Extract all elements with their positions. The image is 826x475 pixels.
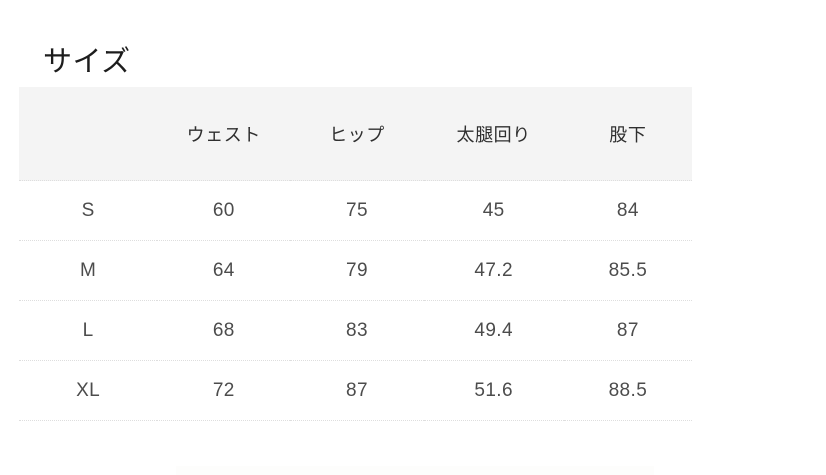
- page-title: サイズ: [43, 46, 131, 79]
- size-table: ウェスト ヒップ 太腿回り 股下 S 60 75 45 84 M 64 79 4…: [19, 87, 692, 421]
- table-row: L 68 83 49.4 87: [19, 300, 692, 361]
- next-section-edge: [176, 466, 654, 475]
- column-header-hip: ヒップ: [329, 124, 385, 145]
- cell-size: M: [19, 240, 158, 301]
- cell-thigh: 49.4: [423, 300, 564, 361]
- table-row: M 64 79 47.2 85.5: [19, 240, 692, 301]
- size-table-header: ウェスト ヒップ 太腿回り 股下: [19, 87, 692, 181]
- table-row: S 60 75 45 84: [19, 180, 692, 241]
- cell-thigh: 47.2: [423, 240, 564, 301]
- cell-inseam: 84: [563, 180, 692, 241]
- cell-size: S: [19, 180, 158, 241]
- cell-hip: 83: [290, 300, 424, 361]
- cell-size: XL: [19, 360, 158, 421]
- cell-hip: 79: [290, 240, 424, 301]
- header-row: ウェスト ヒップ 太腿回り 股下: [19, 87, 692, 181]
- cell-waist: 68: [157, 300, 291, 361]
- cell-thigh: 51.6: [423, 360, 564, 421]
- cell-waist: 64: [157, 240, 291, 301]
- column-header-inseam: 股下: [609, 124, 647, 145]
- cell-size: L: [19, 300, 158, 361]
- cell-inseam: 88.5: [563, 360, 692, 421]
- table-row: XL 72 87 51.6 88.5: [19, 360, 692, 421]
- cell-hip: 75: [290, 180, 424, 241]
- column-header-waist: ウェスト: [186, 124, 261, 145]
- size-table-body: S 60 75 45 84 M 64 79 47.2 85.5 L 68 83 …: [19, 180, 692, 421]
- column-header-size: [19, 87, 157, 181]
- cell-waist: 60: [157, 180, 291, 241]
- cell-waist: 72: [157, 360, 291, 421]
- cell-thigh: 45: [423, 180, 564, 241]
- column-header-thigh: 太腿回り: [456, 124, 531, 145]
- cell-inseam: 87: [563, 300, 692, 361]
- cell-inseam: 85.5: [563, 240, 692, 301]
- cell-hip: 87: [290, 360, 424, 421]
